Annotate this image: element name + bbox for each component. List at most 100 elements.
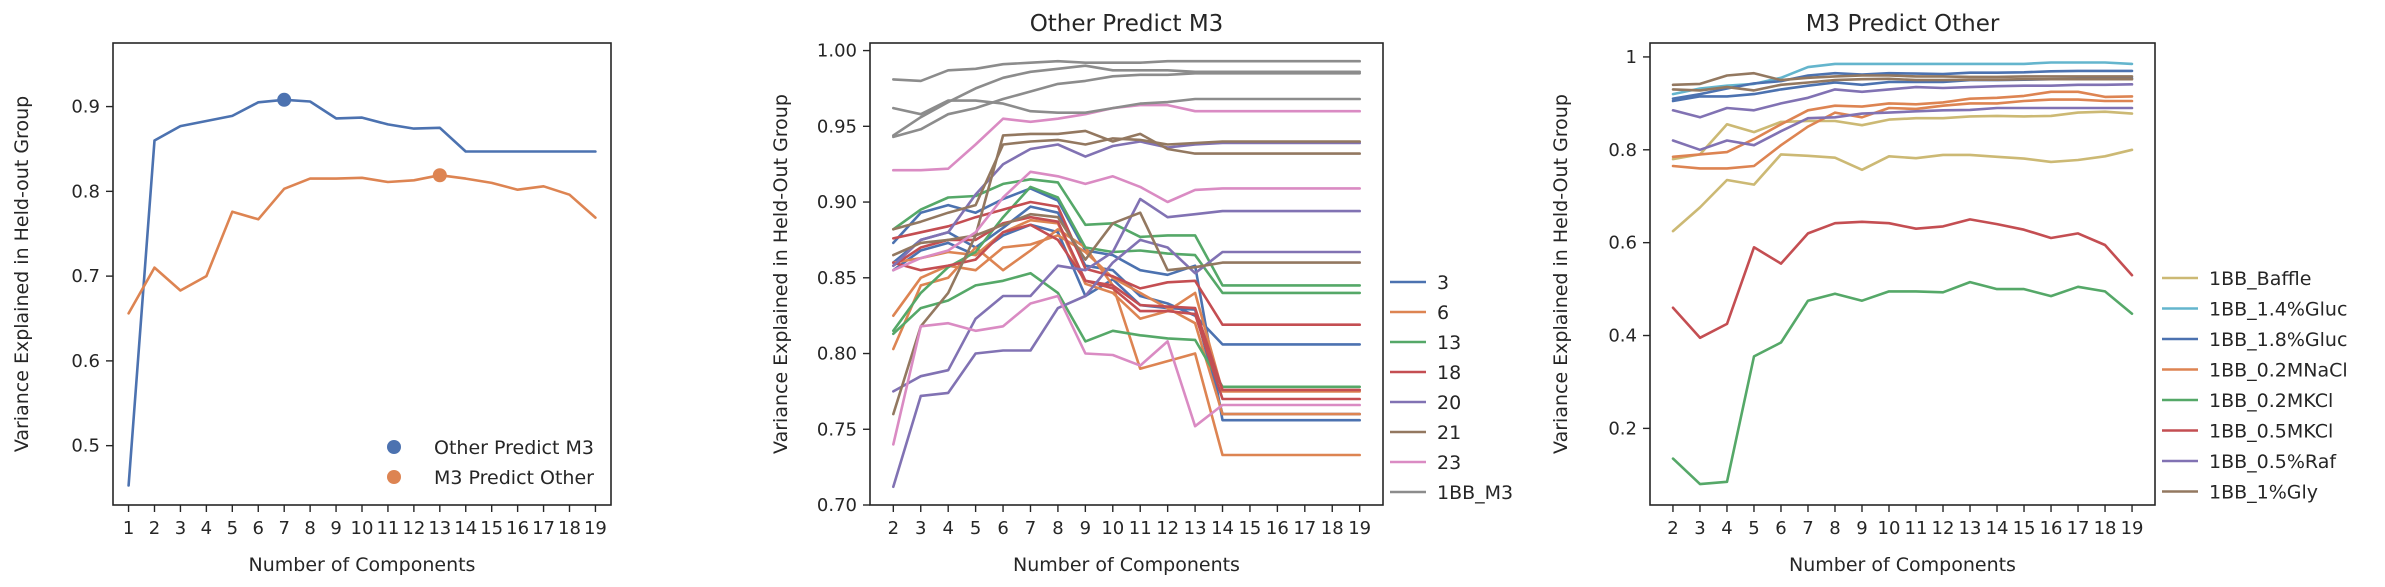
series-line-11 [1671, 71, 2134, 87]
x-tick-label: 7 [1802, 518, 1813, 539]
plot-frame [869, 42, 1384, 506]
series-line-0 [1671, 148, 2134, 233]
legend-label: 21 [1437, 422, 1461, 444]
x-tick-label: 3 [915, 518, 926, 539]
x-tick-label: 12 [1932, 518, 1955, 539]
series-line-6 [1671, 90, 2134, 159]
y-tick-label: 0.9 [71, 97, 100, 118]
series-line-1 [1671, 110, 2134, 161]
max-point-marker-0 [277, 92, 292, 107]
series-line-7 [1671, 280, 2134, 486]
y-tick-label: 0.6 [1608, 233, 1637, 254]
x-tick-label: 9 [1856, 518, 1867, 539]
y-tick-label: 0.5 [71, 436, 100, 457]
x-tick-label: 14 [1211, 518, 1234, 539]
x-axis-label: Number of Components [1013, 554, 1240, 576]
y-tick-label: 0.4 [1608, 326, 1637, 347]
series-line-1 [127, 173, 597, 315]
y-tick-label: 0.70 [817, 495, 857, 516]
series-line-23 [891, 64, 1361, 137]
x-tick-label: 10 [1878, 518, 1901, 539]
series-line-24 [891, 72, 1361, 139]
legend-marker [387, 470, 401, 484]
x-tick-label: 7 [1025, 518, 1036, 539]
x-tick-label: 17 [2067, 518, 2090, 539]
x-tick-label: 8 [1829, 518, 1840, 539]
x-tick-label: 2 [1667, 518, 1678, 539]
x-tick-label: 12 [402, 518, 425, 539]
plot-frame [1649, 42, 2156, 506]
series-line-20 [891, 170, 1361, 272]
y-tick-label: 1 [1626, 47, 1637, 68]
y-tick-label: 0.95 [817, 116, 857, 137]
legend-label: 18 [1437, 362, 1461, 384]
x-tick-label: 16 [2040, 518, 2063, 539]
x-tick-label: 11 [1905, 518, 1928, 539]
x-tick-label: 17 [532, 518, 555, 539]
series-line-6 [891, 178, 1361, 287]
y-tick-label: 0.75 [817, 419, 857, 440]
x-tick-label: 18 [1321, 518, 1344, 539]
y-tick-label: 0.90 [817, 192, 857, 213]
x-tick-label: 14 [1986, 518, 2009, 539]
x-tick-label: 3 [1694, 518, 1705, 539]
legend-label: 13 [1437, 332, 1461, 354]
x-tick-label: 4 [1721, 518, 1732, 539]
y-axis-label: Variance Explained in Held-Out Group [1550, 94, 1572, 454]
y-axis-label: Variance Explained in Held-out Group [11, 96, 33, 452]
y-axis-label: Variance Explained in Held-Out Group [770, 94, 792, 454]
x-tick-label: 16 [1266, 518, 1289, 539]
legend-label: 1BB_Baffle [2209, 268, 2311, 290]
x-tick-label: 13 [428, 518, 451, 539]
x-tick-label: 11 [376, 518, 399, 539]
x-tick-label: 6 [253, 518, 264, 539]
x-tick-label: 3 [175, 518, 186, 539]
series-line-16 [891, 137, 1361, 231]
max-point-marker-1 [432, 168, 447, 183]
legend-label: 3 [1437, 272, 1449, 294]
x-tick-label: 19 [2121, 518, 2144, 539]
series-line-4 [891, 234, 1361, 416]
series-line-5 [891, 218, 1361, 393]
series-line-10 [891, 223, 1361, 392]
legend-label: 23 [1437, 452, 1461, 474]
series-line-9 [891, 200, 1361, 327]
legend-label: 1BB_0.5MKCl [2209, 421, 2333, 443]
series-line-18 [891, 294, 1361, 446]
y-tick-label: 0.8 [1608, 140, 1637, 161]
x-tick-label: 11 [1129, 518, 1152, 539]
y-tick-label: 0.80 [817, 344, 857, 365]
legend-label: M3 Predict Other [434, 467, 594, 489]
panel-p1: 1 2 3 4 5 6 7 8 9 10 11 12 13 14 15 16 17 18 190.50.60.70.… [11, 42, 612, 576]
series-line-0 [891, 187, 1361, 422]
x-tick-label: 5 [227, 518, 238, 539]
x-axis-label: Number of Components [249, 554, 476, 576]
x-tick-label: 2 [149, 518, 160, 539]
legend-label: 1BB_M3 [1437, 482, 1513, 504]
legend-label: 1BB_0.2MKCl [2209, 390, 2333, 412]
x-tick-label: 19 [1348, 518, 1371, 539]
x-tick-label: 17 [1293, 518, 1316, 539]
x-tick-label: 16 [506, 518, 529, 539]
plot-frame [112, 42, 612, 506]
x-tick-label: 6 [997, 518, 1008, 539]
legend-label: 1BB_0.2MNaCl [2209, 360, 2348, 382]
series-line-14 [891, 140, 1361, 268]
x-tick-label: 15 [2013, 518, 2036, 539]
legend-label: 1BB_1.4%Gluc [2209, 299, 2347, 321]
series-line-3 [891, 228, 1361, 457]
legend-marker [387, 440, 401, 454]
x-tick-label: 8 [304, 518, 315, 539]
x-tick-label: 2 [888, 518, 899, 539]
series-line-21 [891, 59, 1361, 83]
series-line-13 [891, 197, 1361, 393]
x-tick-label: 15 [1238, 518, 1261, 539]
x-tick-label: 1 [123, 518, 134, 539]
panel-p3: 2 3 4 5 6 7 8 9 10 11 12 13 14 15 16 17 18 19 0.2 0.4 0.6 0.8… [1550, 11, 2348, 576]
series-line-10 [1671, 83, 2134, 119]
y-tick-label: 0.6 [71, 351, 100, 372]
series-line-8 [1671, 218, 2134, 340]
series-line-22 [891, 97, 1361, 116]
x-tick-label: 7 [278, 518, 289, 539]
